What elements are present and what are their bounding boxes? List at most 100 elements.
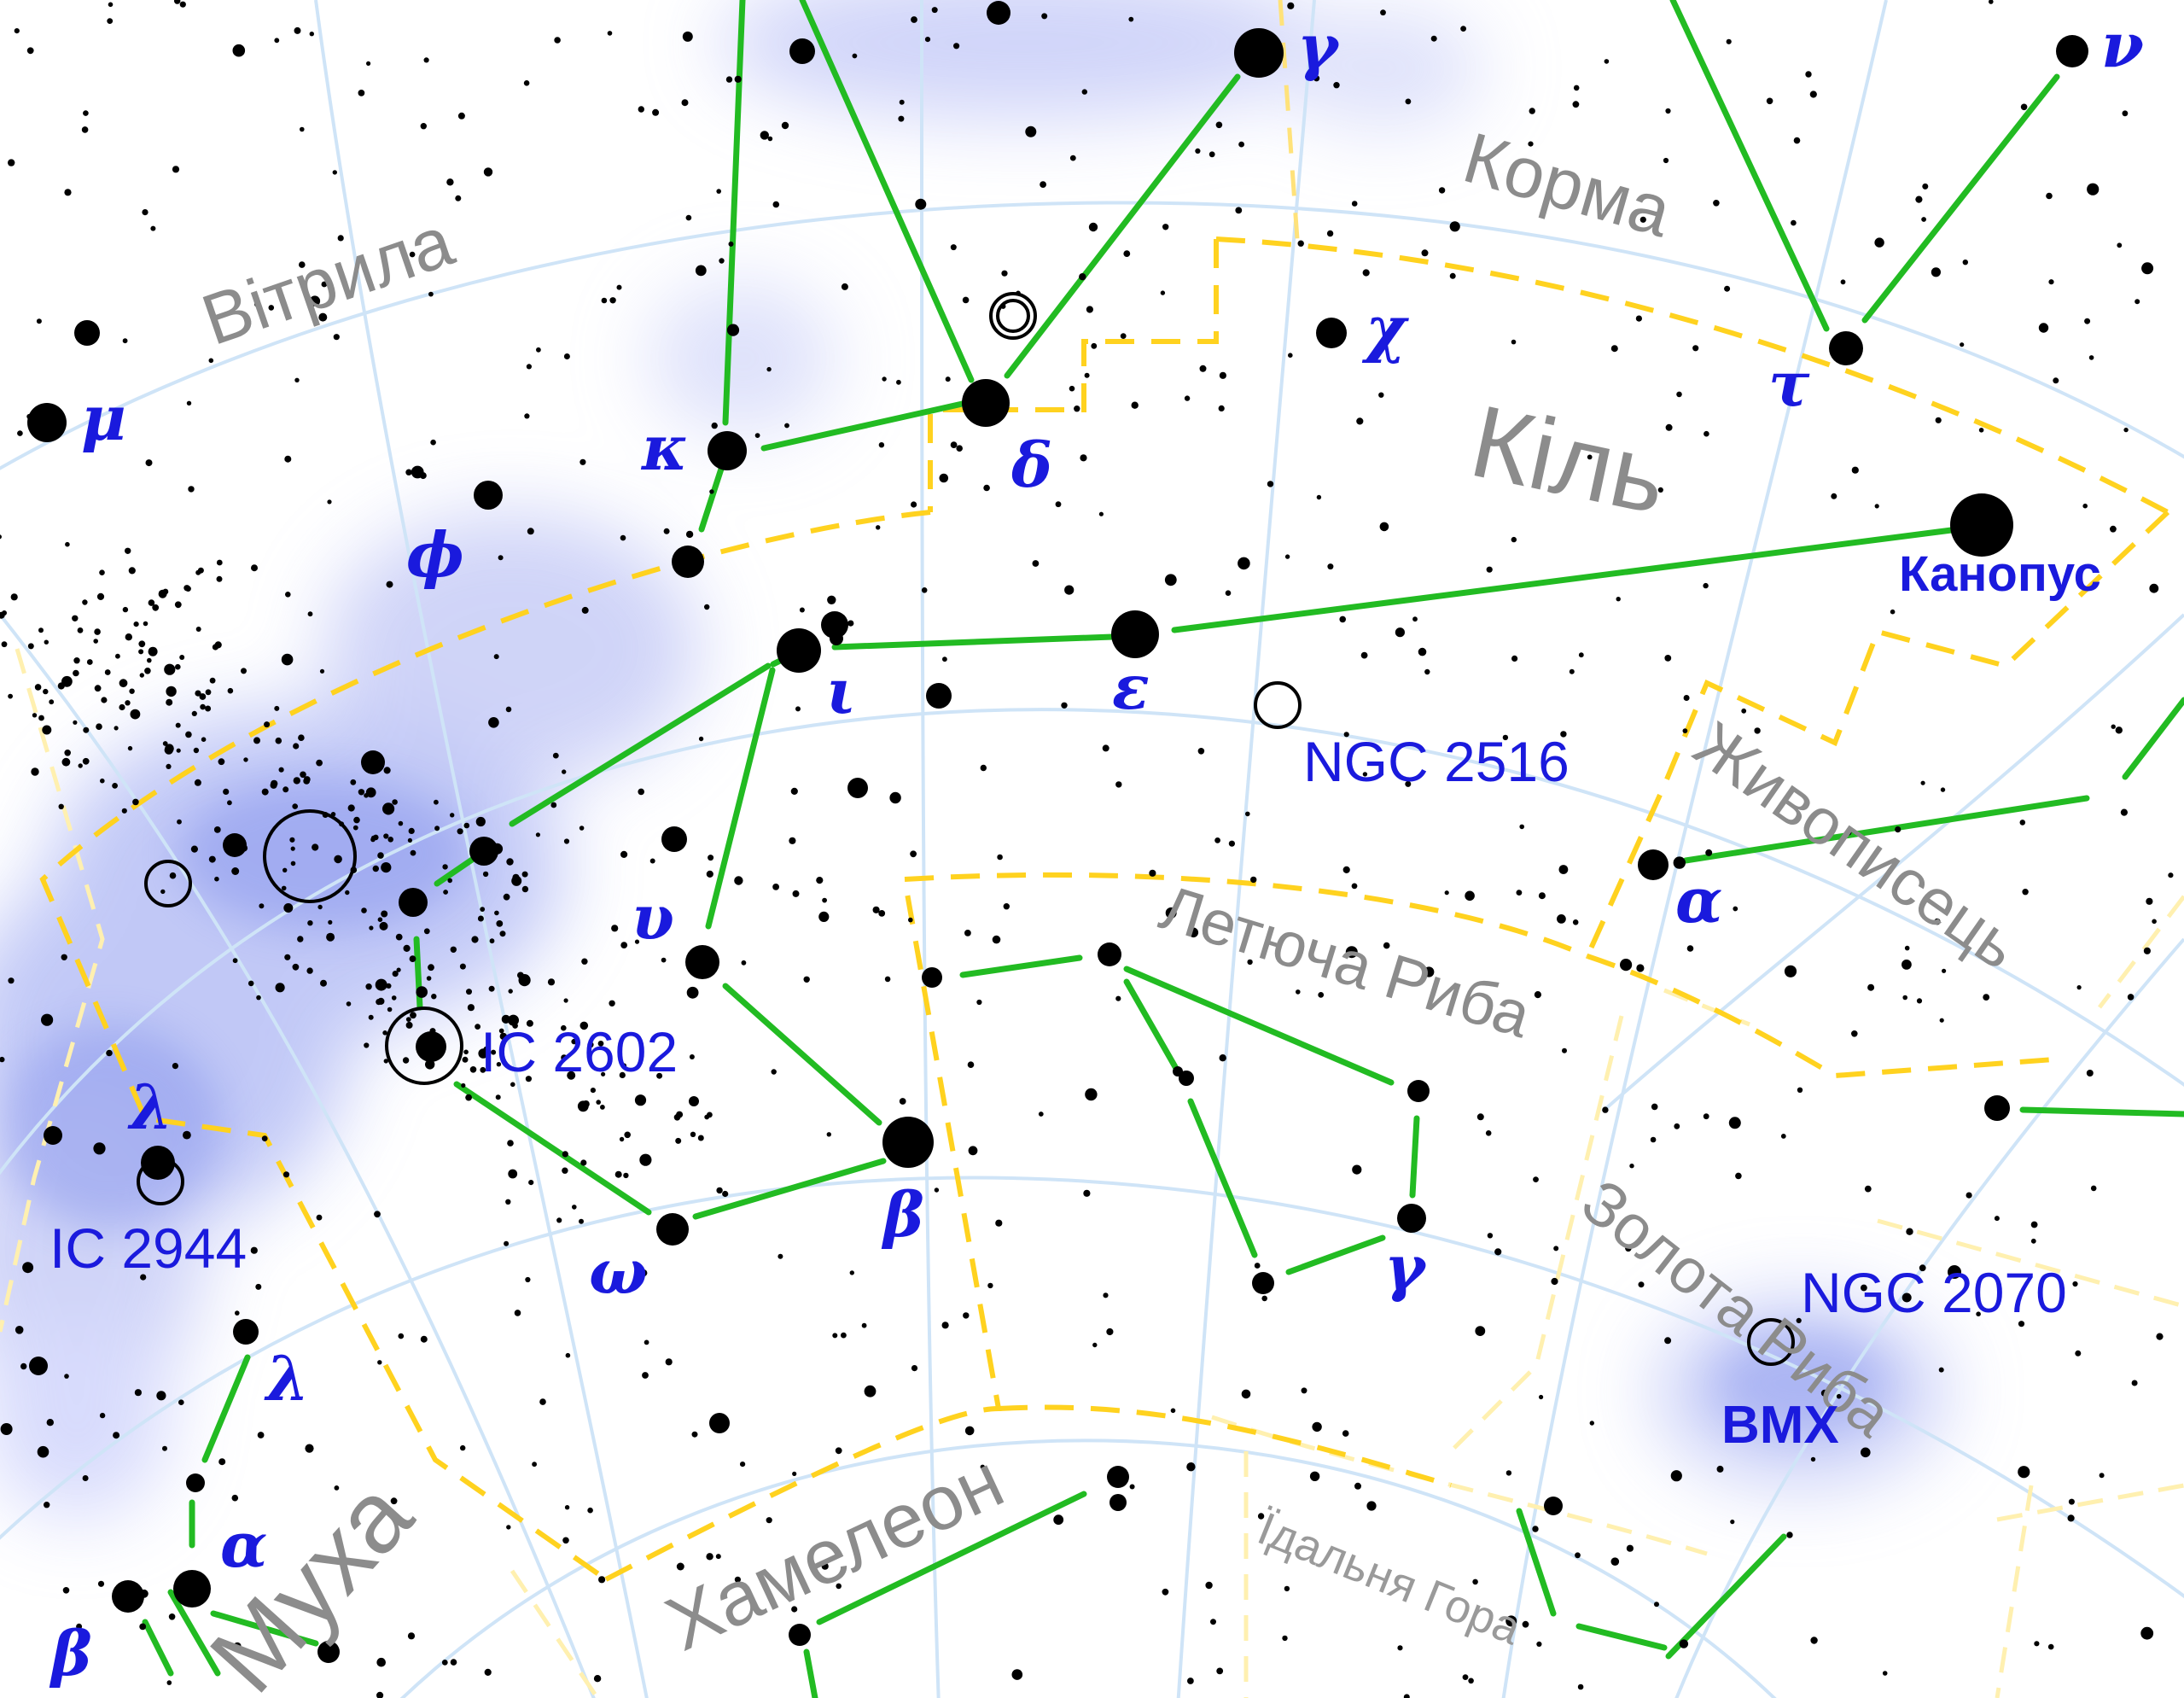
faint-star — [772, 884, 779, 890]
faint-star — [1462, 1674, 1469, 1680]
label-delta: δ — [1010, 429, 1052, 501]
faint-star — [499, 931, 506, 937]
faint-star — [1309, 1471, 1320, 1482]
label-epsilon: ε — [1112, 651, 1150, 723]
faint-star — [450, 1659, 457, 1666]
faint-star — [282, 1171, 290, 1178]
faint-star — [1327, 563, 1334, 570]
faint-star — [607, 31, 613, 36]
faint-star — [130, 709, 141, 720]
faint-star — [1128, 16, 1134, 22]
named-stars — [27, 1, 2088, 1663]
faint-star — [93, 639, 98, 644]
faint-star — [2123, 427, 2129, 433]
faint-star — [676, 1562, 684, 1571]
faint-star — [911, 501, 917, 508]
faint-star — [1511, 339, 1517, 345]
faint-star — [369, 925, 374, 931]
faint-star — [1080, 454, 1087, 462]
faint-star — [334, 1485, 340, 1491]
faint-star — [550, 802, 557, 808]
star-kappa-vela — [708, 431, 747, 470]
faint-star — [407, 1632, 416, 1640]
faint-star — [1354, 1482, 1361, 1490]
faint-star — [564, 1505, 570, 1510]
faint-star — [281, 885, 287, 891]
faint-star — [1536, 1641, 1542, 1647]
faint-star — [1539, 1394, 1544, 1400]
faint-star — [1851, 466, 1859, 474]
faint-star — [450, 946, 457, 954]
faint-star — [624, 1131, 631, 1139]
faint-star — [524, 413, 530, 419]
faint-star — [1636, 964, 1645, 972]
faint-star — [20, 1362, 27, 1370]
faint-star — [0, 1423, 13, 1435]
ngc2070-marker — [1747, 1318, 1795, 1366]
faint-star — [2168, 872, 2174, 878]
faint-star — [2075, 1350, 2082, 1357]
faint-star — [377, 852, 384, 859]
faint-star — [852, 53, 858, 59]
faint-star — [1578, 652, 1584, 658]
faint-star — [1238, 141, 1244, 148]
faint-star — [186, 400, 192, 406]
faint-star — [172, 166, 180, 173]
faint-star — [177, 819, 182, 825]
faint-star — [49, 699, 55, 705]
faint-star — [1511, 655, 1518, 662]
faint-star — [1920, 780, 1925, 785]
faint-star — [99, 1412, 106, 1419]
faint-star — [1079, 273, 1086, 281]
faint-star — [231, 1494, 239, 1502]
faint-star — [772, 201, 780, 208]
faint-star — [199, 693, 207, 700]
faint-star — [656, 1072, 663, 1079]
faint-star — [2140, 1626, 2154, 1640]
faint-star — [218, 758, 225, 766]
label-lmc: ВМХ — [1721, 1396, 1839, 1455]
faint-star — [665, 1358, 673, 1366]
faint-star — [346, 1001, 352, 1007]
faint-star — [227, 687, 234, 694]
faint-star — [255, 1283, 262, 1290]
faint-star — [1326, 230, 1334, 237]
faint-star — [506, 1525, 511, 1530]
faint-star — [638, 106, 644, 113]
faint-star — [527, 528, 534, 535]
faint-star — [164, 663, 176, 675]
faint-star — [1733, 906, 1738, 912]
star-14 — [29, 1357, 48, 1375]
faint-star — [716, 1187, 723, 1194]
faint-star — [634, 939, 640, 944]
faint-star — [1577, 1683, 1584, 1690]
faint-star — [1836, 1393, 1842, 1399]
faint-star — [1793, 137, 1801, 144]
faint-star — [475, 816, 486, 827]
faint-star — [734, 75, 742, 83]
faint-star — [37, 1445, 50, 1458]
faint-star — [601, 297, 608, 304]
star-epsilon-carinae — [1111, 610, 1159, 658]
faint-star — [1362, 269, 1370, 277]
faint-star — [1356, 417, 1364, 425]
faint-star — [600, 1105, 605, 1110]
faint-star — [1994, 1216, 2000, 1222]
faint-star — [995, 1219, 1003, 1227]
faint-star — [261, 1135, 268, 1141]
faint-star — [1366, 1501, 1377, 1511]
faint-star — [661, 957, 667, 963]
star-p-carinae — [399, 888, 428, 917]
faint-star — [419, 1043, 427, 1051]
faint-star — [158, 589, 167, 598]
faint-star — [1085, 1088, 1098, 1101]
faint-star — [512, 873, 520, 881]
faint-star — [1397, 1645, 1403, 1651]
faint-star — [395, 933, 403, 941]
faint-star — [420, 123, 427, 130]
star-alpha-pictoris — [1638, 849, 1669, 880]
faint-star — [1403, 1694, 1410, 1698]
faint-star — [1267, 481, 1274, 487]
faint-star — [572, 1205, 577, 1210]
